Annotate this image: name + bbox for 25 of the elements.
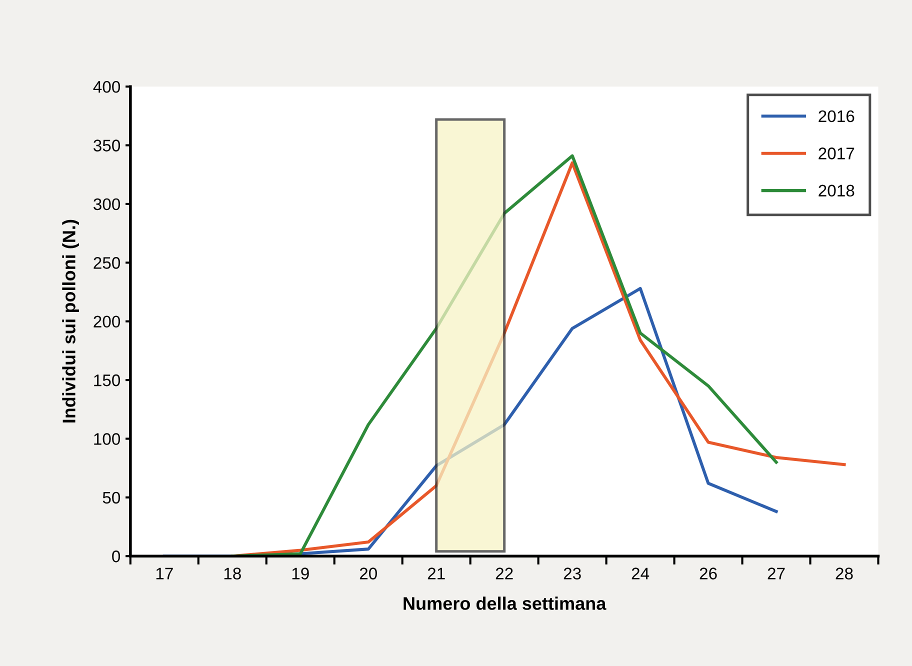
legend-label: 2016	[818, 110, 854, 122]
y-tick-label: 200	[94, 316, 120, 328]
x-tick-label: 19	[292, 568, 309, 580]
y-tick-label: 250	[94, 257, 120, 269]
x-tick-label: 24	[632, 568, 650, 580]
y-axis-title: Individui sui polloni (N.)	[62, 220, 79, 422]
legend-label: 2017	[818, 148, 854, 160]
x-tick-label: 22	[496, 568, 513, 580]
x-tick-label: 20	[360, 568, 377, 580]
y-tick-label: 400	[93, 80, 120, 93]
y-tick-label: 350	[94, 140, 120, 152]
y-tick-label: 50	[102, 492, 120, 504]
y-tick-label: 150	[94, 374, 120, 386]
x-tick-label: 23	[564, 568, 581, 580]
y-tick-label: 300	[94, 198, 120, 210]
x-tick-label: 18	[224, 568, 241, 580]
x-tick-label: 26	[700, 568, 717, 580]
x-tick-label: 28	[836, 568, 853, 580]
x-tick-label: 21	[428, 568, 445, 580]
y-tick-label: 0	[112, 550, 120, 562]
legend-label: 2018	[818, 184, 854, 197]
x-axis-title: Numero della settimana	[404, 596, 606, 610]
y-tick-label: 100	[94, 433, 120, 445]
x-tick-label: 17	[156, 568, 173, 580]
x-tick-label: 27	[768, 568, 785, 580]
